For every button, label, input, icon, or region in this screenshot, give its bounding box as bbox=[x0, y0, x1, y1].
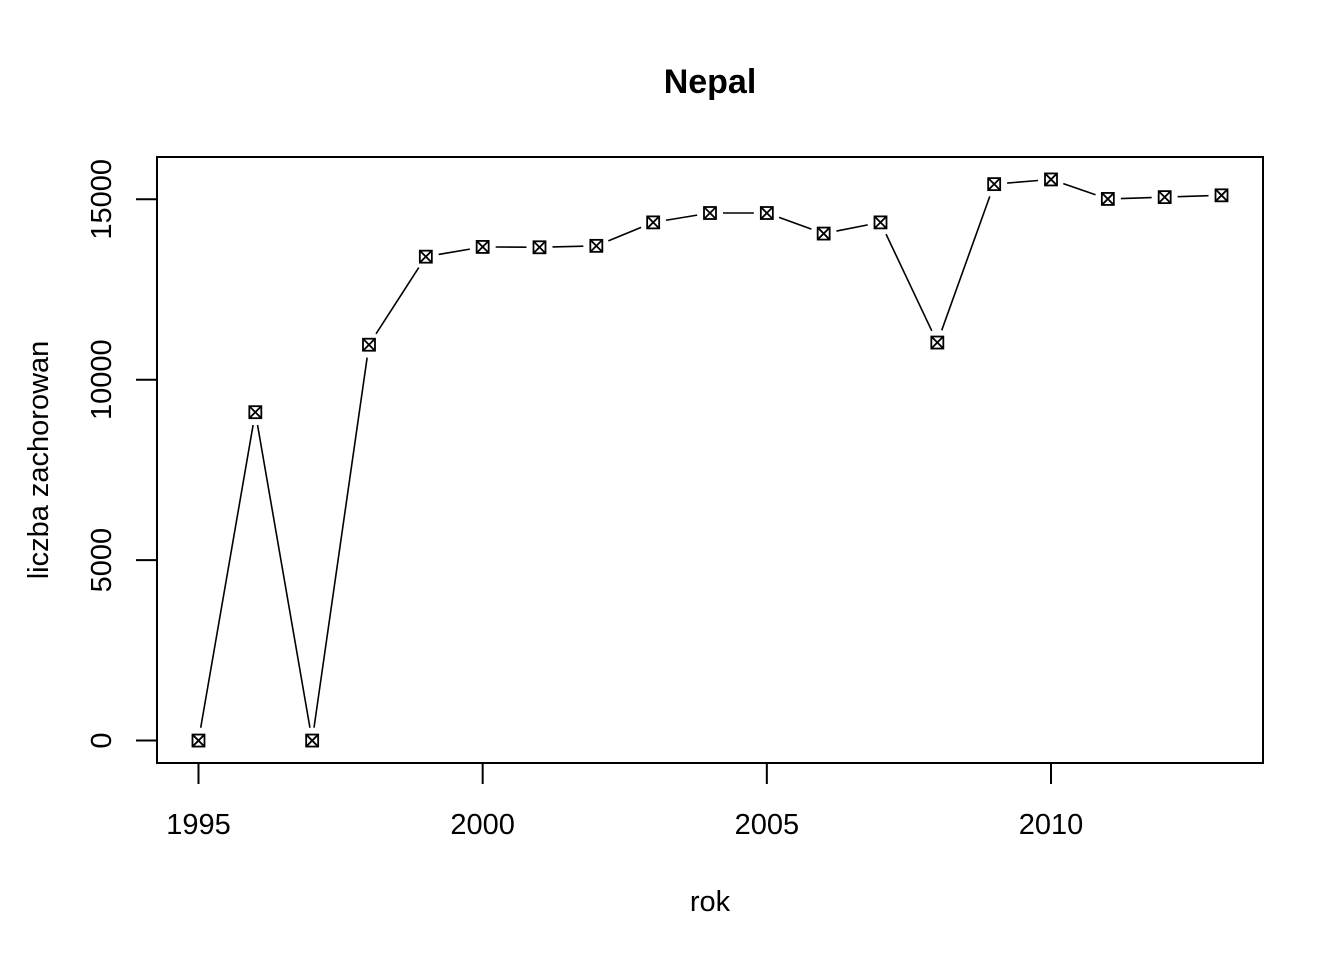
data-point bbox=[646, 215, 661, 230]
series-segment bbox=[375, 267, 420, 335]
series-segment bbox=[199, 424, 254, 728]
series-segment bbox=[665, 214, 698, 222]
series-points bbox=[191, 172, 1229, 748]
data-point bbox=[759, 206, 774, 220]
series-segment bbox=[438, 248, 470, 256]
data-point bbox=[532, 240, 547, 255]
data-point bbox=[305, 733, 320, 748]
data-point bbox=[1157, 190, 1172, 205]
chart-title: Nepal bbox=[664, 63, 757, 101]
series-segment bbox=[836, 224, 868, 232]
series-segment bbox=[778, 216, 812, 230]
data-point bbox=[1214, 188, 1229, 203]
series-segment bbox=[552, 245, 584, 248]
y-tick-label: 0 bbox=[86, 732, 118, 748]
series-segment bbox=[256, 424, 311, 728]
x-tick-label: 1995 bbox=[166, 809, 231, 841]
data-point bbox=[930, 335, 945, 350]
data-point bbox=[475, 240, 490, 254]
series-segment bbox=[885, 233, 933, 332]
y-tick-label: 5000 bbox=[86, 528, 118, 593]
series-segment bbox=[1120, 196, 1152, 200]
data-point bbox=[703, 206, 717, 220]
x-axis-label: rok bbox=[690, 886, 731, 918]
series-segment bbox=[1063, 182, 1096, 196]
data-point bbox=[1100, 192, 1115, 206]
series-segment bbox=[1177, 194, 1209, 198]
x-tick-label: 2000 bbox=[450, 809, 515, 841]
series-segment bbox=[1007, 179, 1039, 184]
data-point bbox=[873, 215, 888, 230]
y-tick-label: 15000 bbox=[86, 159, 118, 240]
x-axis: 1995 2000 2005 2010 bbox=[166, 762, 1084, 841]
series-segment bbox=[608, 226, 642, 242]
x-tick-label: 2005 bbox=[735, 809, 800, 841]
y-tick-label: 10000 bbox=[86, 339, 118, 420]
data-point bbox=[1044, 172, 1058, 187]
x-tick-label: 2010 bbox=[1019, 809, 1084, 841]
data-point bbox=[589, 238, 604, 253]
data-point bbox=[248, 405, 263, 420]
data-point bbox=[191, 733, 206, 748]
y-axis: 0 5000 10000 15000 bbox=[86, 159, 158, 749]
data-point bbox=[987, 177, 1002, 192]
data-point bbox=[816, 226, 831, 241]
data-point bbox=[362, 337, 376, 352]
plot-frame bbox=[156, 156, 1264, 764]
y-axis-label: liczba zachorowan bbox=[23, 341, 55, 580]
data-point bbox=[418, 249, 433, 264]
series-segment bbox=[313, 357, 368, 728]
series-segment bbox=[940, 196, 991, 331]
series-line bbox=[199, 179, 1209, 728]
